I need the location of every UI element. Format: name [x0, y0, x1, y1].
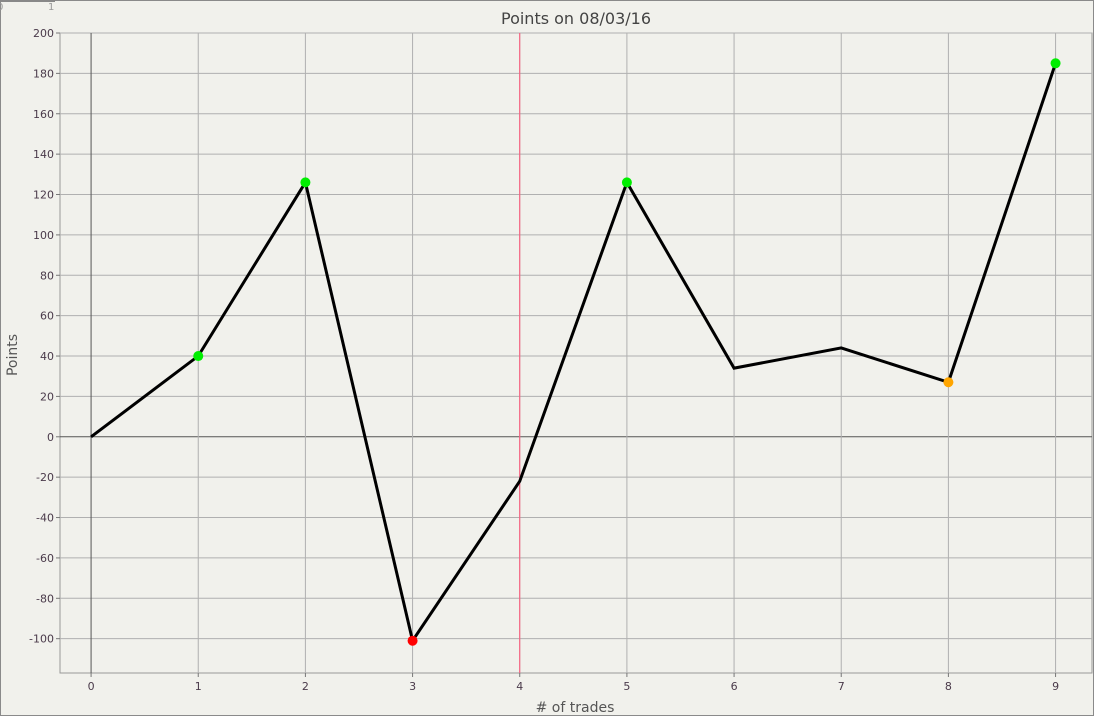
- y-tick-label: 100: [33, 229, 54, 242]
- x-tick-label: 3: [409, 680, 416, 693]
- x-tick-label: 1: [195, 680, 202, 693]
- x-tick-label: 9: [1052, 680, 1059, 693]
- y-tick-label: 180: [33, 67, 54, 80]
- y-tick-label: -20: [36, 471, 54, 484]
- x-tick-label: 4: [516, 680, 523, 693]
- x-tick-label: 5: [623, 680, 630, 693]
- y-tick-label: 0: [47, 431, 54, 444]
- y-tick-label: 200: [33, 27, 54, 40]
- y-tick-label: 40: [40, 350, 54, 363]
- ruler-label: 0: [0, 2, 4, 13]
- x-tick-label: 7: [838, 680, 845, 693]
- x-tick-label: 8: [945, 680, 952, 693]
- chart-title: Points on 08/03/16: [501, 9, 651, 28]
- y-tick-label: 140: [33, 148, 54, 161]
- ruler-label: 1: [48, 2, 55, 13]
- y-tick-label: 80: [40, 269, 54, 282]
- y-tick-label: -100: [29, 633, 54, 646]
- x-tick-label: 0: [88, 680, 95, 693]
- data-point: [193, 351, 204, 362]
- plot-area: [59, 32, 1093, 674]
- y-tick-label: 60: [40, 310, 54, 323]
- y-tick-label: -60: [36, 552, 54, 565]
- data-point: [621, 177, 632, 188]
- y-tick-label: 20: [40, 390, 54, 403]
- data-point: [300, 177, 311, 188]
- ruler: 0 1: [0, 0, 55, 14]
- y-axis-label: Points: [5, 334, 21, 376]
- series-line: [90, 62, 1057, 645]
- y-tick-label: -40: [36, 512, 54, 525]
- x-tick-label: 6: [731, 680, 738, 693]
- y-tick-label: 120: [33, 189, 54, 202]
- x-axis-label: # of trades: [536, 700, 615, 716]
- y-tick-label: -80: [36, 592, 54, 605]
- data-point: [943, 377, 954, 388]
- y-tick-label: 160: [33, 108, 54, 121]
- data-point: [1050, 58, 1061, 69]
- data-point: [407, 635, 418, 646]
- x-tick-label: 2: [302, 680, 309, 693]
